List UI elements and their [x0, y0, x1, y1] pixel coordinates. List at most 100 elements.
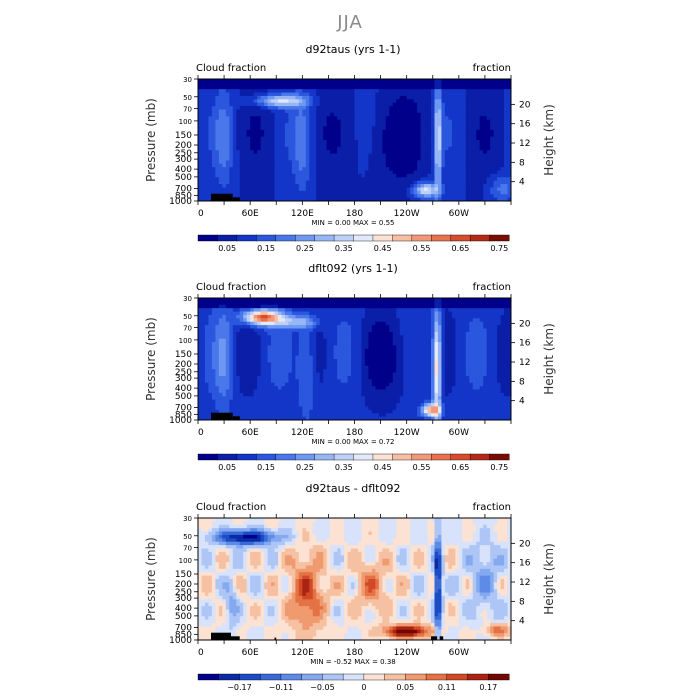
heatmap-cell: [431, 143, 435, 148]
heatmap-cell: [465, 318, 470, 323]
heatmap-cell: [420, 331, 425, 336]
heatmap-cell: [479, 85, 484, 90]
heatmap-cell: [298, 167, 303, 171]
heatmap-cell: [246, 194, 251, 199]
heatmap-cell: [284, 311, 289, 316]
heatmap-cell: [239, 153, 244, 158]
heatmap-cell: [441, 177, 446, 182]
heatmap-cell: [483, 79, 488, 83]
heatmap-cell: [302, 160, 307, 165]
heatmap-cell: [232, 153, 237, 158]
heatmap-cell: [253, 318, 258, 323]
heatmap-cell: [368, 170, 373, 175]
heatmap-cell: [417, 325, 421, 329]
heatmap-cell: [351, 123, 355, 127]
heatmap-cell: [368, 156, 373, 161]
heatmap-cell: [378, 92, 383, 97]
heatmap-cell: [344, 153, 348, 158]
heatmap-cell: [281, 89, 286, 93]
heatmap-cell: [298, 355, 303, 360]
heatmap-cell: [476, 79, 481, 83]
heatmap-cell: [389, 156, 394, 161]
heatmap-cell: [413, 109, 418, 114]
heatmap-cell: [312, 167, 317, 171]
heatmap-cell: [215, 156, 220, 161]
heatmap-cell: [222, 160, 227, 165]
heatmap-cell: [337, 89, 341, 93]
heatmap-cell: [225, 95, 230, 100]
heatmap-cell: [399, 129, 404, 134]
heatmap-cell: [305, 338, 310, 343]
heatmap-cell: [201, 153, 206, 158]
heatmap-cell: [274, 304, 279, 309]
heatmap-cell: [319, 355, 324, 360]
heatmap-cell: [257, 92, 261, 97]
heatmap-cell: [330, 82, 335, 87]
heatmap-cell: [497, 136, 501, 141]
heatmap-cell: [479, 335, 484, 340]
heatmap-cell: [277, 298, 282, 302]
heatmap-cell: [316, 187, 321, 192]
heatmap-cell: [316, 156, 321, 161]
heatmap-cell: [243, 102, 248, 107]
heatmap-cell: [284, 112, 289, 117]
heatmap-cell: [319, 126, 324, 131]
heatmap-cell: [319, 325, 324, 329]
heatmap-cell: [225, 342, 230, 346]
heatmap-cell: [257, 163, 261, 168]
heatmap-cell: [424, 85, 428, 90]
heatmap-cell: [500, 301, 505, 306]
land-area: [211, 193, 233, 201]
heatmap-cell: [417, 79, 421, 83]
heatmap-cell: [347, 153, 352, 158]
heatmap-cell: [309, 308, 314, 312]
heatmap-cell: [243, 304, 248, 309]
heatmap-cell: [316, 79, 321, 83]
heatmap-cell: [497, 328, 501, 333]
heatmap-cell: [291, 177, 296, 182]
heatmap-cell: [288, 167, 293, 171]
heatmap-cell: [201, 160, 206, 165]
heatmap-cell: [277, 328, 282, 333]
heatmap-cell: [490, 167, 495, 171]
heatmap-cell: [309, 190, 314, 195]
heatmap-cell: [375, 95, 380, 100]
heatmap-cell: [354, 85, 359, 90]
heatmap-cell: [382, 106, 387, 110]
heatmap-cell: [444, 99, 449, 104]
heatmap-cell: [507, 177, 512, 182]
heatmap-cell: [208, 112, 213, 117]
heatmap-cell: [434, 321, 439, 326]
heatmap-cell: [246, 173, 251, 178]
heatmap-cell: [479, 160, 484, 165]
heatmap-cell: [406, 133, 411, 138]
heatmap-cell: [201, 79, 206, 83]
heatmap-cell: [302, 99, 307, 104]
heatmap-cell: [295, 146, 300, 151]
heatmap-cell: [250, 82, 255, 87]
heatmap-cell: [271, 318, 275, 323]
heatmap-cell: [323, 116, 328, 121]
heatmap-cell: [215, 116, 220, 121]
heatmap-cell: [305, 136, 310, 141]
heatmap-cell: [319, 153, 324, 158]
heatmap-cell: [337, 184, 341, 188]
heatmap-cell: [479, 140, 484, 144]
heatmap-cell: [361, 194, 366, 199]
heatmap-cell: [476, 85, 481, 90]
heatmap-cell: [211, 167, 216, 171]
heatmap-cell: [378, 109, 383, 114]
heatmap-cell: [211, 146, 216, 151]
heatmap-cell: [232, 304, 237, 309]
heatmap-cell: [309, 153, 314, 158]
heatmap-cell: [410, 133, 415, 138]
heatmap-cell: [215, 160, 220, 165]
heatmap-cell: [413, 150, 418, 154]
heatmap-cell: [385, 173, 390, 178]
heatmap-cell: [330, 173, 335, 178]
heatmap-cell: [267, 153, 272, 158]
heatmap-cell: [451, 143, 456, 148]
heatmap-cell: [410, 106, 415, 110]
heatmap-cell: [371, 352, 376, 357]
heatmap-cell: [493, 95, 498, 100]
